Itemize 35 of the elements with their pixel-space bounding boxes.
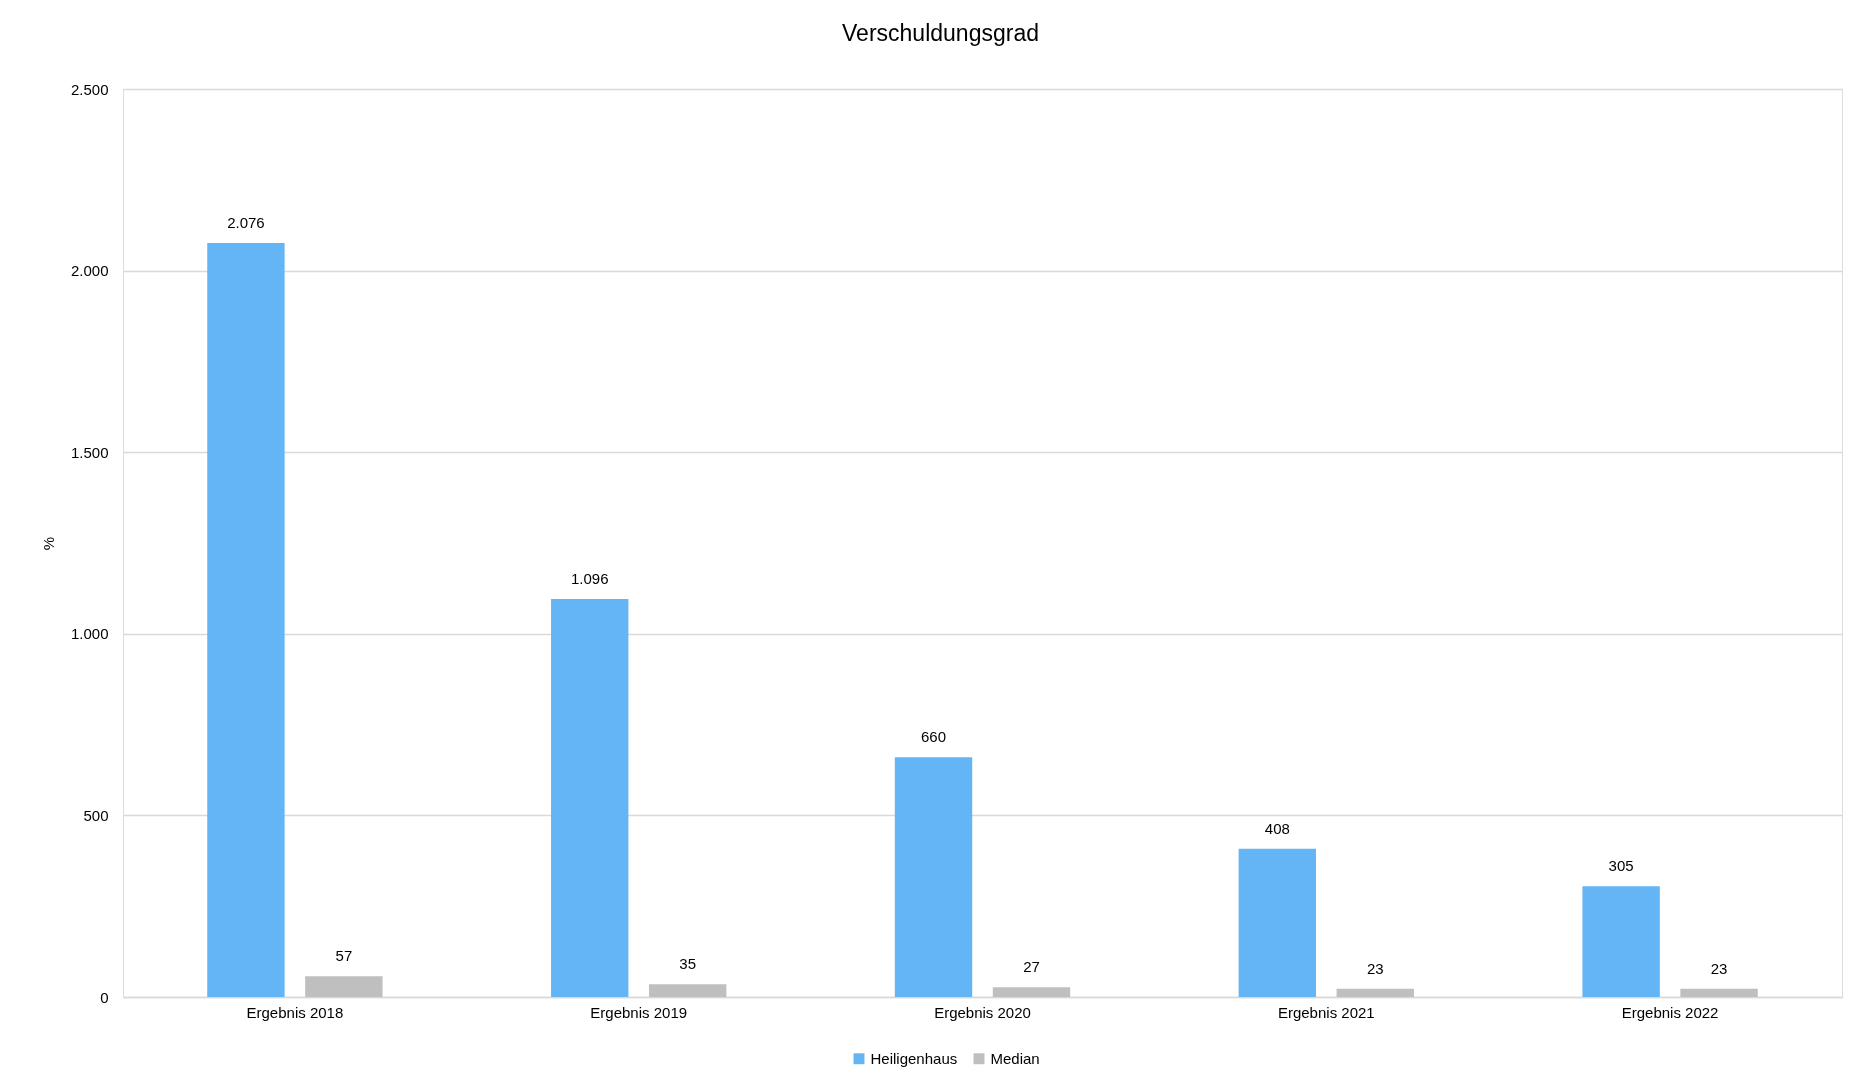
- bar: [992, 987, 1071, 997]
- y-tick-label: 500: [83, 806, 109, 824]
- x-tick-label: Ergebnis 2022: [1621, 1003, 1719, 1021]
- data-label: 1.096: [570, 569, 609, 587]
- data-label: 57: [335, 947, 353, 965]
- y-tick-label: 2.000: [70, 262, 109, 280]
- bar: [305, 976, 383, 997]
- data-label: 305: [1608, 857, 1634, 875]
- data-label: 35: [679, 955, 697, 973]
- legend-label: Heiligenhaus: [870, 1049, 958, 1067]
- legend-label: Median: [990, 1049, 1040, 1067]
- x-tick-label: Ergebnis 2021: [1277, 1003, 1375, 1021]
- data-label: 23: [1366, 959, 1384, 977]
- data-label: 2.076: [227, 214, 265, 231]
- y-tick-label: 0: [100, 988, 109, 1006]
- y-axis-title: %: [39, 536, 57, 551]
- data-label: 408: [1264, 819, 1290, 837]
- bar: [551, 598, 629, 997]
- bar: [894, 757, 973, 997]
- x-tick-label: Ergebnis 2018: [246, 1003, 344, 1021]
- bar: [1582, 886, 1660, 997]
- bar: [1680, 988, 1758, 997]
- bar: [1336, 988, 1414, 997]
- y-tick-label: 1.500: [70, 443, 109, 461]
- data-label: 27: [1023, 958, 1040, 976]
- data-label: 23: [1710, 959, 1728, 977]
- x-tick-label: Ergebnis 2020: [934, 1003, 1031, 1021]
- y-tick-label: 2.500: [70, 80, 109, 98]
- data-label: 660: [921, 728, 947, 746]
- bar: [207, 243, 285, 997]
- chart-title: Verschuldungsgrad: [842, 20, 1039, 46]
- bar: [1238, 848, 1317, 997]
- y-tick-label: 1.000: [70, 625, 109, 643]
- bar: [648, 984, 727, 997]
- x-tick-label: Ergebnis 2019: [590, 1003, 688, 1021]
